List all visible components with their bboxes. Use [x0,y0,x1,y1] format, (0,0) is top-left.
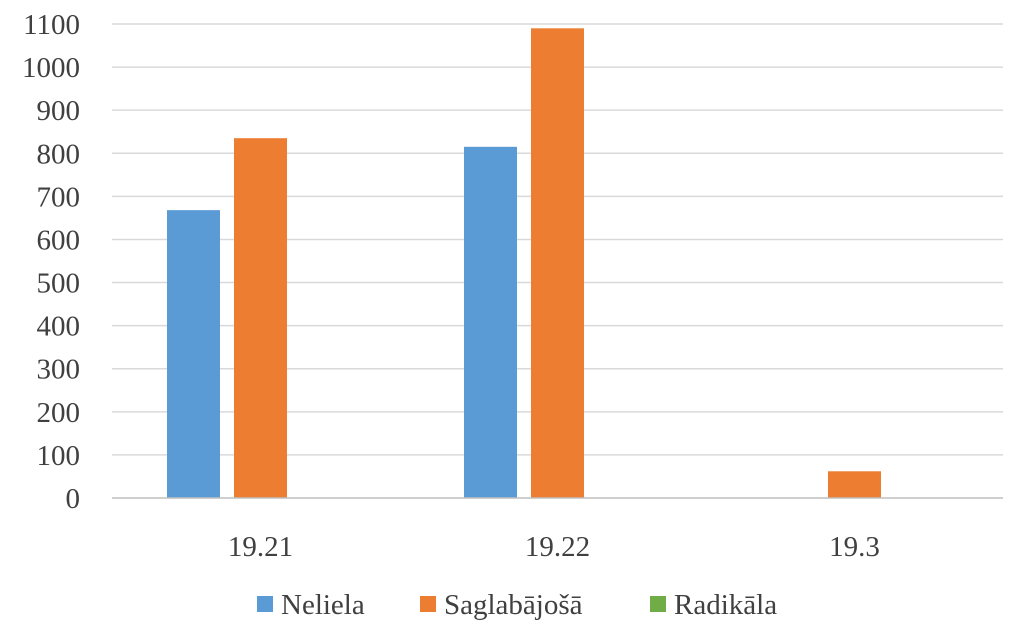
bars [167,28,881,499]
y-tick-label: 1000 [22,52,80,84]
y-tick-label: 400 [37,311,81,343]
y-axis-ticks: 0 100 200 300 400 500 600 700 800 900 1000 1100 [22,9,80,515]
bar-saglabājošā-19.3 [828,471,881,498]
legend-swatch-saglabājošā [420,596,436,612]
y-tick-label: 500 [37,268,81,300]
bar-saglabājošā-19.22 [531,28,584,499]
legend-label: Radikāla [674,589,777,621]
x-category-label: 19.3 [829,531,880,563]
y-tick-label: 900 [37,95,81,127]
x-axis-categories: 19.21 19.22 19.3 [228,531,880,563]
legend: Neliela Saglabājošā Radikāla [257,589,777,621]
legend-swatch-neliela [257,596,273,612]
x-category-label: 19.22 [525,531,590,563]
y-tick-label: 700 [37,181,81,213]
legend-swatch-radikāla [650,596,666,612]
y-tick-label: 200 [37,397,81,429]
legend-label: Saglabājošā [444,589,583,621]
y-tick-label: 800 [37,138,81,170]
y-tick-label: 1100 [23,9,80,41]
y-tick-label: 600 [37,224,81,256]
bar-saglabājošā-19.21 [234,138,287,498]
legend-label: Neliela [281,589,365,621]
y-tick-label: 300 [37,354,81,386]
bar-neliela-19.21 [167,210,220,499]
x-category-label: 19.21 [228,531,293,563]
bar-neliela-19.22 [464,146,517,499]
y-tick-label: 0 [66,483,81,515]
y-tick-label: 100 [37,440,81,472]
